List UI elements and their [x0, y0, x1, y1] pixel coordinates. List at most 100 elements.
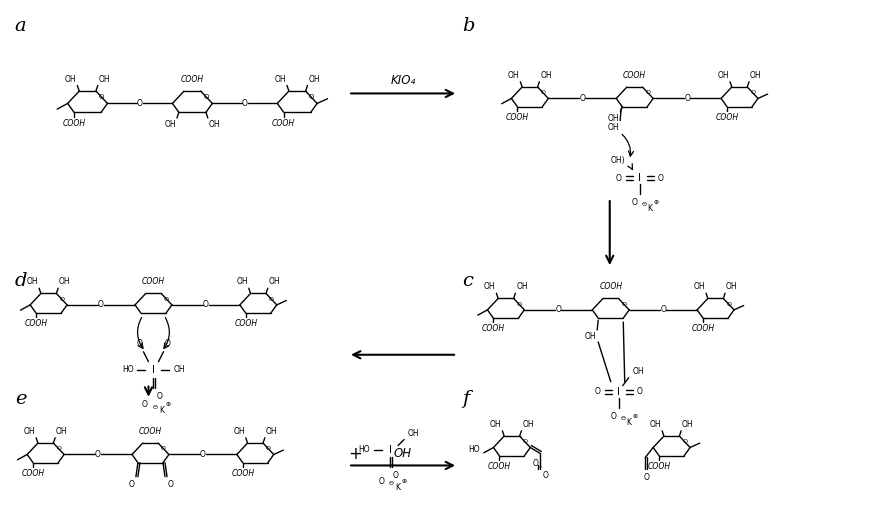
Text: +: + — [348, 446, 362, 464]
Text: O: O — [268, 297, 274, 302]
Text: O: O — [165, 339, 170, 348]
Text: KIO₄: KIO₄ — [391, 74, 416, 87]
Text: COOH: COOH — [234, 319, 257, 328]
Text: I: I — [152, 365, 155, 375]
Text: COOH: COOH — [181, 75, 204, 83]
Text: I: I — [638, 173, 641, 183]
Text: COOH: COOH — [231, 469, 254, 478]
Text: d: d — [15, 272, 27, 290]
Text: Θ: Θ — [621, 416, 626, 421]
Text: b: b — [462, 17, 475, 35]
Text: COOH: COOH — [482, 324, 505, 333]
Text: OH: OH — [694, 282, 705, 291]
Text: OH: OH — [233, 427, 245, 436]
Text: OH: OH — [540, 71, 552, 80]
Text: O: O — [610, 412, 617, 421]
Text: Θ: Θ — [641, 202, 647, 207]
Text: O: O — [200, 450, 206, 459]
Text: COOH: COOH — [139, 427, 162, 436]
Text: Θ: Θ — [389, 481, 394, 487]
Text: COOH: COOH — [62, 119, 86, 128]
Text: O: O — [750, 90, 755, 95]
Text: I: I — [389, 445, 392, 455]
Text: O: O — [164, 297, 169, 302]
Text: OH: OH — [268, 277, 280, 287]
Text: O: O — [595, 387, 601, 396]
Text: O: O — [517, 302, 522, 307]
Text: O: O — [308, 94, 314, 100]
Text: COOH: COOH — [506, 113, 529, 122]
Text: O: O — [95, 450, 101, 459]
Text: COOH: COOH — [599, 282, 622, 291]
Text: COOH: COOH — [648, 462, 671, 471]
Text: O: O — [129, 480, 135, 489]
Text: O: O — [266, 446, 271, 452]
Text: OH: OH — [56, 427, 67, 436]
Text: K: K — [648, 204, 653, 213]
Text: OH: OH — [682, 420, 694, 429]
Text: COOH: COOH — [21, 469, 44, 478]
Text: K: K — [395, 484, 400, 492]
Text: HO: HO — [122, 365, 134, 374]
Text: O: O — [616, 174, 622, 183]
Text: O: O — [136, 339, 143, 348]
Text: O: O — [645, 90, 650, 95]
Text: O: O — [59, 297, 64, 302]
Text: OH: OH — [24, 427, 35, 436]
Text: O: O — [637, 387, 642, 396]
Text: COOH: COOH — [715, 113, 739, 122]
Text: OH: OH — [608, 123, 619, 132]
Text: OH: OH — [165, 120, 176, 129]
Text: O: O — [621, 302, 626, 307]
Text: OH: OH — [585, 332, 596, 341]
Text: OH: OH — [484, 282, 495, 291]
Text: O: O — [532, 459, 539, 468]
Text: OH: OH — [174, 365, 185, 374]
Text: O: O — [142, 400, 147, 408]
Text: COOH: COOH — [25, 319, 48, 328]
Text: c: c — [462, 272, 473, 290]
Text: O: O — [579, 94, 586, 103]
Text: OH: OH — [394, 447, 412, 460]
Text: O: O — [98, 300, 104, 309]
Text: OH): OH) — [611, 156, 626, 165]
Text: OH: OH — [750, 71, 762, 80]
Text: O: O — [540, 90, 546, 95]
Text: O: O — [657, 174, 664, 183]
Text: OH: OH — [237, 277, 248, 287]
Text: OH: OH — [633, 366, 644, 376]
Text: COOH: COOH — [691, 324, 715, 333]
Text: OH: OH — [517, 282, 528, 291]
Text: OH: OH — [98, 75, 111, 83]
Text: O: O — [632, 198, 638, 207]
Text: K: K — [159, 406, 165, 415]
Text: O: O — [542, 471, 548, 480]
Text: O: O — [137, 99, 143, 108]
Text: I: I — [618, 386, 620, 397]
Text: OH: OH — [408, 428, 420, 437]
Text: Θ: Θ — [152, 405, 158, 410]
Text: COOH: COOH — [142, 277, 165, 287]
Text: O: O — [660, 306, 666, 314]
Text: ⊕: ⊕ — [166, 402, 171, 407]
Text: OH: OH — [522, 420, 534, 429]
Text: COOH: COOH — [488, 462, 511, 471]
Text: ⊕: ⊕ — [633, 414, 638, 418]
Text: O: O — [161, 446, 166, 452]
Text: OH: OH — [266, 427, 277, 436]
Text: K: K — [626, 417, 632, 427]
Text: O: O — [203, 300, 209, 309]
Text: O: O — [682, 439, 688, 444]
Text: O: O — [643, 474, 649, 482]
Text: OH: OH — [209, 120, 221, 129]
Text: f: f — [462, 390, 470, 408]
Text: O: O — [727, 302, 731, 307]
Text: HO: HO — [359, 445, 370, 454]
Text: OH: OH — [508, 71, 519, 80]
Text: ⊕: ⊕ — [654, 200, 659, 205]
Text: OH: OH — [490, 420, 501, 429]
Text: O: O — [242, 99, 248, 108]
Text: COOH: COOH — [623, 71, 646, 80]
Text: HO: HO — [468, 445, 479, 454]
Text: OH: OH — [275, 75, 286, 83]
